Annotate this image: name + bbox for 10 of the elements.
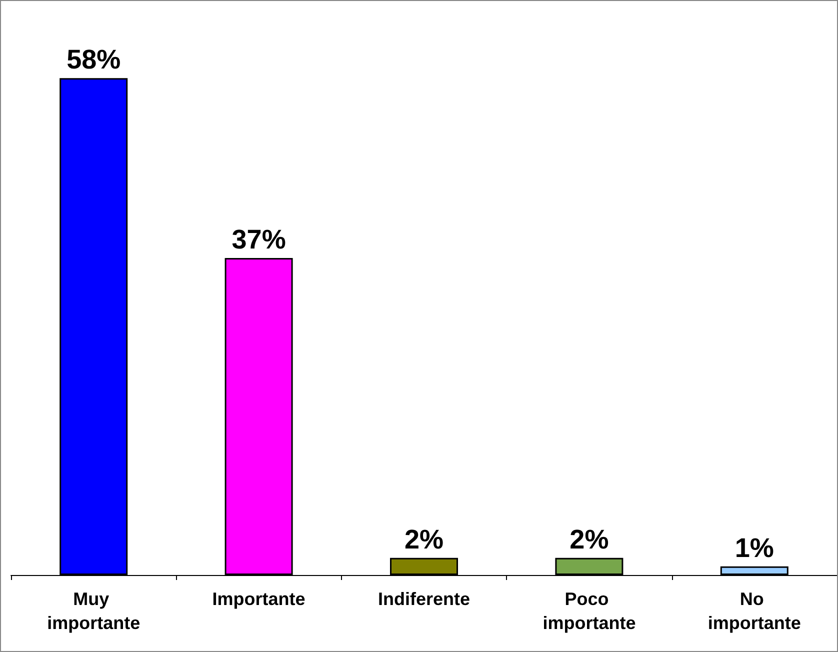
data-label: 1% xyxy=(734,532,774,563)
x-tick-label: Indiferente xyxy=(378,589,470,609)
data-label: 37% xyxy=(232,224,286,255)
data-label: 2% xyxy=(570,524,609,554)
x-tick-label: No importante xyxy=(708,589,801,633)
data-label: 2% xyxy=(404,524,444,554)
x-tick-label: Muy importante xyxy=(47,589,140,633)
data-label: 58% xyxy=(66,44,121,75)
x-tick-label: Poco importante xyxy=(542,589,636,633)
x-tick-label: Importante xyxy=(212,589,306,609)
